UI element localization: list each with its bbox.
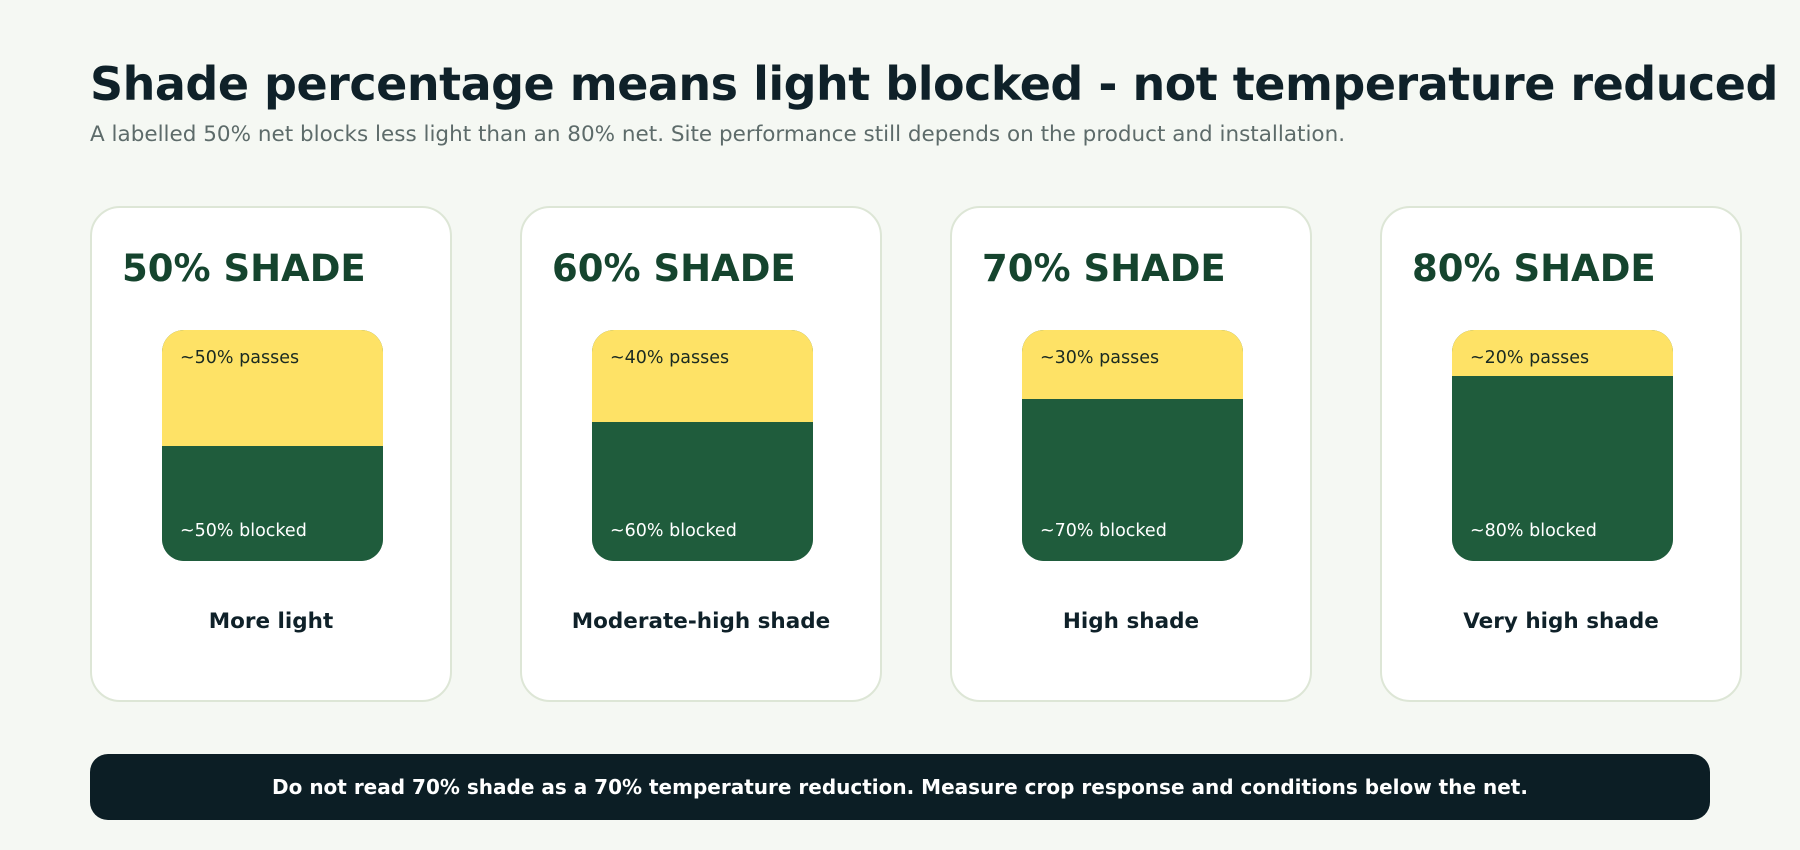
card-caption: High shade (1062, 609, 1200, 634)
card-title: 60% SHADE (552, 247, 796, 290)
passes-label: ~40% passes (610, 348, 730, 368)
light-meter: ~50% passes ~50% blocked (162, 330, 383, 561)
blocked-label: ~60% blocked (610, 521, 737, 541)
passes-label: ~30% passes (1040, 348, 1160, 368)
card-caption: Very high shade (1463, 609, 1659, 634)
light-blocked-bar (1452, 376, 1673, 561)
card-title: 50% SHADE (122, 247, 366, 290)
shade-card-70: 70% SHADE ~30% passes ~70% blocked High … (950, 206, 1312, 702)
light-passes-bar (1452, 330, 1673, 377)
light-blocked-bar (1022, 399, 1243, 561)
light-meter: ~30% passes ~70% blocked (1022, 330, 1243, 561)
passes-label: ~20% passes (1470, 348, 1590, 368)
light-meter: ~20% passes ~80% blocked (1452, 330, 1673, 561)
blocked-label: ~80% blocked (1470, 521, 1597, 541)
blocked-label: ~50% blocked (180, 521, 307, 541)
shade-card-50: 50% SHADE ~50% passes ~50% blocked More … (90, 206, 452, 702)
passes-label: ~50% passes (180, 348, 300, 368)
blocked-label: ~70% blocked (1040, 521, 1167, 541)
page-title: Shade percentage means light blocked - n… (90, 57, 1778, 111)
card-title: 80% SHADE (1412, 247, 1656, 290)
card-caption: Moderate-high shade (571, 609, 831, 634)
light-blocked-bar (162, 445, 383, 561)
shade-card-60: 60% SHADE ~40% passes ~60% blocked Moder… (520, 206, 882, 702)
shade-card-80: 80% SHADE ~20% passes ~80% blocked Very … (1380, 206, 1742, 702)
light-meter: ~40% passes ~60% blocked (592, 330, 813, 561)
card-title: 70% SHADE (982, 247, 1226, 290)
light-passes-bar (162, 330, 383, 446)
light-blocked-bar (592, 422, 813, 561)
page-subtitle: A labelled 50% net blocks less light tha… (90, 122, 1346, 147)
card-caption: More light (208, 609, 334, 634)
light-passes-bar (1022, 330, 1243, 400)
warning-note-banner: Do not read 70% shade as a 70% temperatu… (90, 754, 1710, 820)
light-passes-bar (592, 330, 813, 423)
